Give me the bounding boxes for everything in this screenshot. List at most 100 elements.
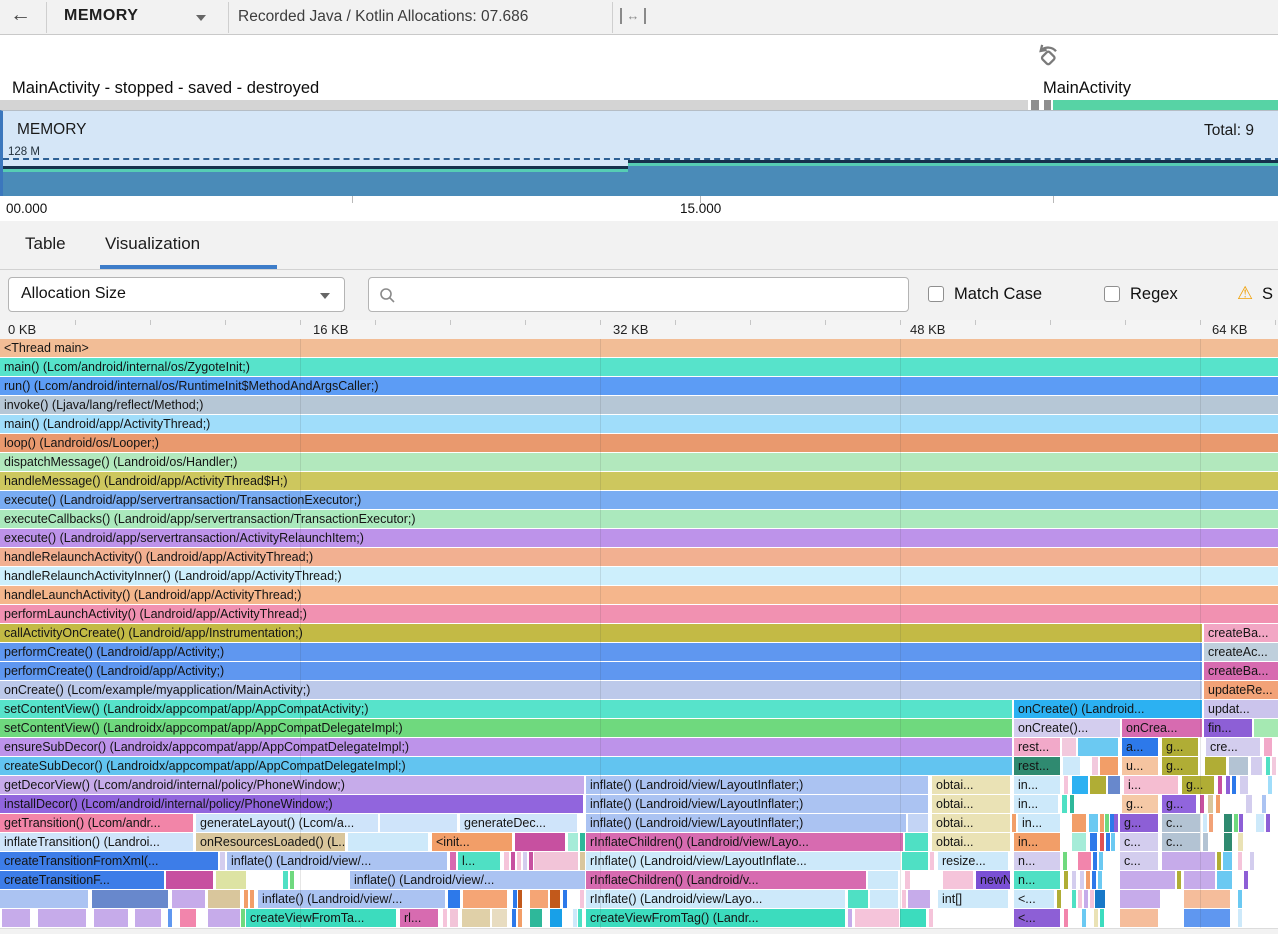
flame-segment[interactable] — [1224, 814, 1232, 832]
flame-segment[interactable]: g... — [1122, 795, 1158, 813]
flame-segment[interactable] — [1203, 833, 1208, 851]
flame-segment[interactable] — [848, 909, 852, 927]
flame-segment[interactable]: inflate() (Landroid/view/... — [227, 852, 447, 870]
regex-checkbox[interactable] — [1104, 286, 1120, 302]
flame-segment[interactable] — [905, 833, 928, 851]
flame-segment[interactable] — [1084, 890, 1088, 908]
flame-segment[interactable]: createAc... — [1204, 643, 1278, 661]
flame-segment[interactable] — [943, 871, 973, 889]
flame-segment[interactable] — [1106, 833, 1110, 851]
flame-segment[interactable]: updateRe... — [1204, 681, 1278, 699]
flame-segment[interactable] — [550, 890, 560, 908]
flame-segment[interactable]: newN... — [976, 871, 1010, 889]
flame-segment[interactable] — [220, 852, 225, 870]
flame-segment[interactable] — [563, 890, 567, 908]
flame-segment[interactable] — [1064, 909, 1068, 927]
flame-segment[interactable]: l... — [458, 852, 500, 870]
lifecycle-segment[interactable] — [0, 100, 1028, 110]
flame-segment[interactable] — [250, 890, 254, 908]
flame-segment[interactable] — [515, 833, 565, 851]
flame-segment[interactable] — [1120, 871, 1175, 889]
flame-segment[interactable] — [1064, 776, 1068, 794]
flame-segment[interactable]: u... — [1122, 757, 1158, 775]
flame-segment[interactable]: createTransitionF... — [0, 871, 164, 889]
flame-segment[interactable]: rl... — [400, 909, 438, 927]
flame-segment[interactable]: fin... — [1204, 719, 1252, 737]
flame-segment[interactable]: loop() (Landroid/os/Looper;) — [0, 434, 1278, 452]
flame-segment[interactable] — [530, 909, 542, 927]
flame-segment[interactable] — [1203, 814, 1207, 832]
flame-segment[interactable]: handleMessage() (Landroid/app/ActivityTh… — [0, 472, 1278, 490]
flame-segment[interactable] — [1099, 852, 1103, 870]
flame-segment[interactable] — [1238, 833, 1243, 851]
flame-segment[interactable]: n... — [1014, 852, 1060, 870]
flame-segment[interactable] — [580, 833, 585, 851]
flame-segment[interactable] — [1208, 795, 1213, 813]
flame-segment[interactable]: g... — [1162, 757, 1198, 775]
flame-segment[interactable]: onCreate() (Lcom/example/myapplication/M… — [0, 681, 1202, 699]
flame-segment[interactable]: a... — [1122, 738, 1158, 756]
zoom-to-fit-icon[interactable]: ↔ — [620, 8, 646, 24]
flame-segment[interactable]: onCreate()... — [1014, 719, 1120, 737]
flame-segment[interactable] — [1266, 814, 1270, 832]
flame-segment[interactable] — [450, 909, 458, 927]
flame-segment[interactable] — [868, 871, 898, 889]
flame-segment[interactable] — [135, 909, 161, 927]
flame-segment[interactable]: createBa... — [1204, 662, 1278, 680]
flame-segment[interactable]: obtai... — [932, 833, 1010, 851]
flame-segment[interactable] — [1100, 833, 1104, 851]
memory-track[interactable]: MEMORY Total: 9 128 M — [0, 110, 1278, 200]
flame-segment[interactable] — [448, 890, 460, 908]
flame-segment[interactable]: cre... — [1206, 738, 1260, 756]
flame-segment[interactable]: inflateTransition() (Landroi... — [0, 833, 193, 851]
chevron-down-icon[interactable] — [196, 15, 206, 21]
flame-segment[interactable] — [1070, 795, 1074, 813]
flame-segment[interactable]: <... — [1014, 909, 1060, 927]
flame-segment[interactable]: inflate() (Landroid/view/... — [258, 890, 445, 908]
flame-segment[interactable] — [568, 833, 578, 851]
flame-segment[interactable] — [1262, 795, 1266, 813]
flame-segment[interactable] — [1264, 738, 1272, 756]
flame-segment[interactable] — [1184, 890, 1230, 908]
flame-segment[interactable]: g... — [1120, 814, 1158, 832]
flame-segment[interactable] — [529, 852, 533, 870]
flame-segment[interactable]: c... — [1120, 833, 1158, 851]
flame-segment[interactable] — [870, 890, 898, 908]
flame-segment[interactable] — [1250, 852, 1254, 870]
flame-segment[interactable] — [908, 814, 928, 832]
flame-segment[interactable]: inflate() (Landroid/view/LayoutInflater;… — [586, 776, 928, 794]
flame-segment[interactable]: rest... — [1014, 738, 1060, 756]
flame-segment[interactable] — [848, 890, 868, 908]
flame-segment[interactable] — [511, 852, 515, 870]
flame-segment[interactable] — [1217, 852, 1221, 870]
flame-segment[interactable] — [1239, 814, 1243, 832]
flame-segment[interactable] — [1100, 909, 1104, 927]
flame-segment[interactable] — [1072, 833, 1086, 851]
flame-segment[interactable]: inflate() (Landroid/view/LayoutInflater;… — [586, 814, 906, 832]
flame-segment[interactable] — [172, 890, 205, 908]
lifecycle-segment[interactable] — [1053, 100, 1278, 110]
flame-segment[interactable] — [0, 890, 88, 908]
flame-segment[interactable] — [462, 909, 490, 927]
flame-segment[interactable]: n... — [1014, 871, 1060, 889]
flame-segment[interactable] — [166, 871, 213, 889]
regex-label[interactable]: Regex — [1130, 285, 1178, 303]
back-arrow-icon[interactable]: ← — [10, 3, 31, 26]
flame-segment[interactable]: in... — [1014, 795, 1058, 813]
flame-segment[interactable] — [1090, 890, 1094, 908]
flame-segment[interactable] — [1226, 776, 1230, 794]
flame-segment[interactable] — [1072, 871, 1076, 889]
flame-segment[interactable] — [1120, 890, 1160, 908]
flame-segment[interactable] — [283, 871, 288, 889]
flame-segment[interactable] — [1114, 814, 1118, 832]
flame-segment[interactable]: in... — [1018, 814, 1060, 832]
flame-segment[interactable] — [1063, 757, 1080, 775]
flame-segment[interactable]: g... — [1162, 738, 1198, 756]
flame-segment[interactable] — [1218, 776, 1222, 794]
search-input[interactable] — [403, 281, 902, 310]
match-case-checkbox[interactable] — [928, 286, 944, 302]
flame-segment[interactable] — [855, 909, 899, 927]
flame-segment[interactable] — [1229, 757, 1248, 775]
flame-segment[interactable] — [1078, 738, 1118, 756]
flame-segment[interactable] — [1238, 909, 1242, 927]
